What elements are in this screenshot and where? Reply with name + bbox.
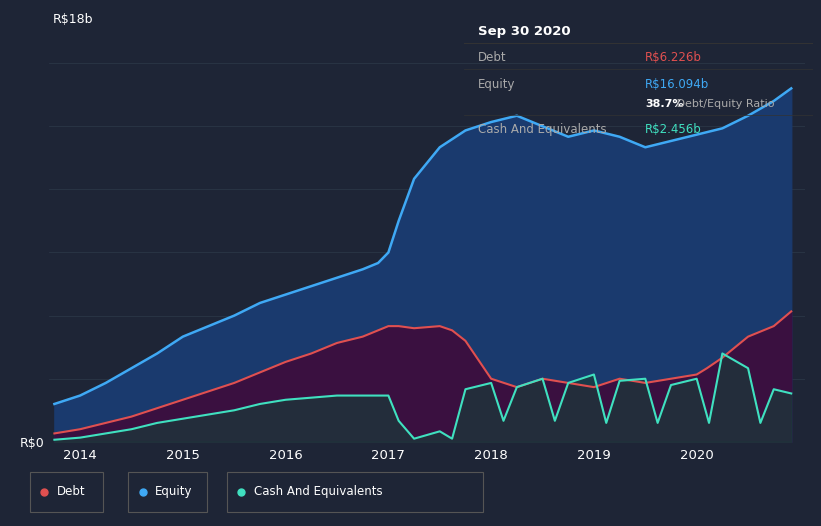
Text: Cash And Equivalents: Cash And Equivalents [254, 485, 383, 498]
Text: Sep 30 2020: Sep 30 2020 [478, 25, 571, 38]
Text: Debt/Equity Ratio: Debt/Equity Ratio [673, 99, 775, 109]
Text: R$6.226b: R$6.226b [645, 50, 702, 64]
Text: Equity: Equity [478, 77, 516, 90]
Text: R$2.456b: R$2.456b [645, 123, 702, 136]
Text: R$16.094b: R$16.094b [645, 77, 709, 90]
FancyBboxPatch shape [227, 471, 483, 512]
FancyBboxPatch shape [30, 471, 103, 512]
Text: R$18b: R$18b [53, 13, 94, 26]
Text: Equity: Equity [155, 485, 193, 498]
Text: 38.7%: 38.7% [645, 99, 684, 109]
Text: Cash And Equivalents: Cash And Equivalents [478, 123, 607, 136]
FancyBboxPatch shape [128, 471, 207, 512]
Text: Debt: Debt [57, 485, 85, 498]
Text: Debt: Debt [478, 50, 507, 64]
